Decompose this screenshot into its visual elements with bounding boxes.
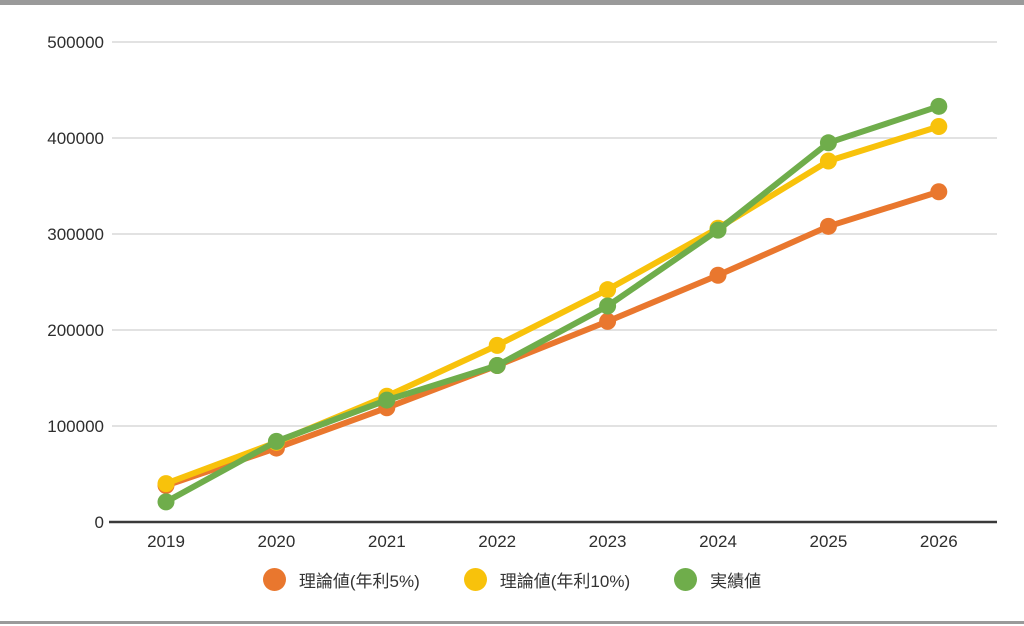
legend-item-actual: 実績値 <box>674 567 761 592</box>
legend-label-actual: 実績値 <box>710 571 762 591</box>
data-point-theoretical-10pct <box>157 475 175 493</box>
y-axis-tick-label: 300000 <box>47 225 104 244</box>
y-axis-tick-label: 400000 <box>47 129 104 148</box>
x-axis-tick-label: 2020 <box>257 532 295 551</box>
data-point-actual <box>157 493 175 511</box>
data-point-theoretical-10pct <box>488 336 506 354</box>
data-point-actual <box>930 97 948 115</box>
x-axis-tick-label: 2019 <box>147 532 185 551</box>
line-chart: 0 100000 200000 300000 400000 500000 2019 2020 2… <box>47 33 997 551</box>
data-point-theoretical-5pct <box>709 266 727 284</box>
y-axis-tick-label: 500000 <box>47 33 104 52</box>
series-line-actual <box>163 103 942 505</box>
data-point-theoretical-10pct <box>930 117 948 135</box>
x-axis-tick-label: 2022 <box>478 532 516 551</box>
series-line-theoretical-5pct <box>163 188 942 489</box>
legend-item-theoretical-5pct: 理論値(年利5%) <box>262 567 420 592</box>
y-axis-tick-label: 200000 <box>47 321 104 340</box>
x-axis-tick-label: 2024 <box>699 532 737 551</box>
data-point-actual <box>378 391 396 409</box>
legend-label-theoretical-5pct: 理論値(年利5%) <box>298 571 420 591</box>
x-axis-tick-label: 2026 <box>920 532 958 551</box>
data-point-actual <box>267 432 285 450</box>
data-point-actual <box>819 134 837 152</box>
legend-item-theoretical-10pct: 理論値(年利10%) <box>463 567 631 592</box>
data-point-theoretical-5pct <box>930 183 948 201</box>
series-line-theoretical-10pct <box>163 123 942 487</box>
legend-dot-theoretical-10pct <box>463 567 487 591</box>
x-axis-tick-label: 2023 <box>589 532 627 551</box>
y-axis-tick-label: 100000 <box>47 417 104 436</box>
chart-legend: 理論値(年利5%) 理論値(年利10%) 実績値 <box>0 562 1024 596</box>
x-axis-tick-label: 2025 <box>809 532 847 551</box>
legend-dot-theoretical-5pct <box>262 567 286 591</box>
data-point-theoretical-5pct <box>819 217 837 235</box>
legend-label-theoretical-10pct: 理論値(年利10%) <box>499 571 631 591</box>
top-border-bar <box>0 0 1024 5</box>
data-point-theoretical-5pct <box>599 312 617 330</box>
data-point-actual <box>599 297 617 315</box>
data-point-actual <box>488 357 506 375</box>
bottom-border-bar <box>0 621 1024 624</box>
legend-dot-actual <box>674 567 698 591</box>
data-point-actual <box>709 221 727 239</box>
data-point-theoretical-10pct <box>599 281 617 299</box>
x-axis-tick-label: 2021 <box>368 532 406 551</box>
data-point-theoretical-10pct <box>819 152 837 170</box>
y-axis-tick-label: 0 <box>95 513 104 532</box>
